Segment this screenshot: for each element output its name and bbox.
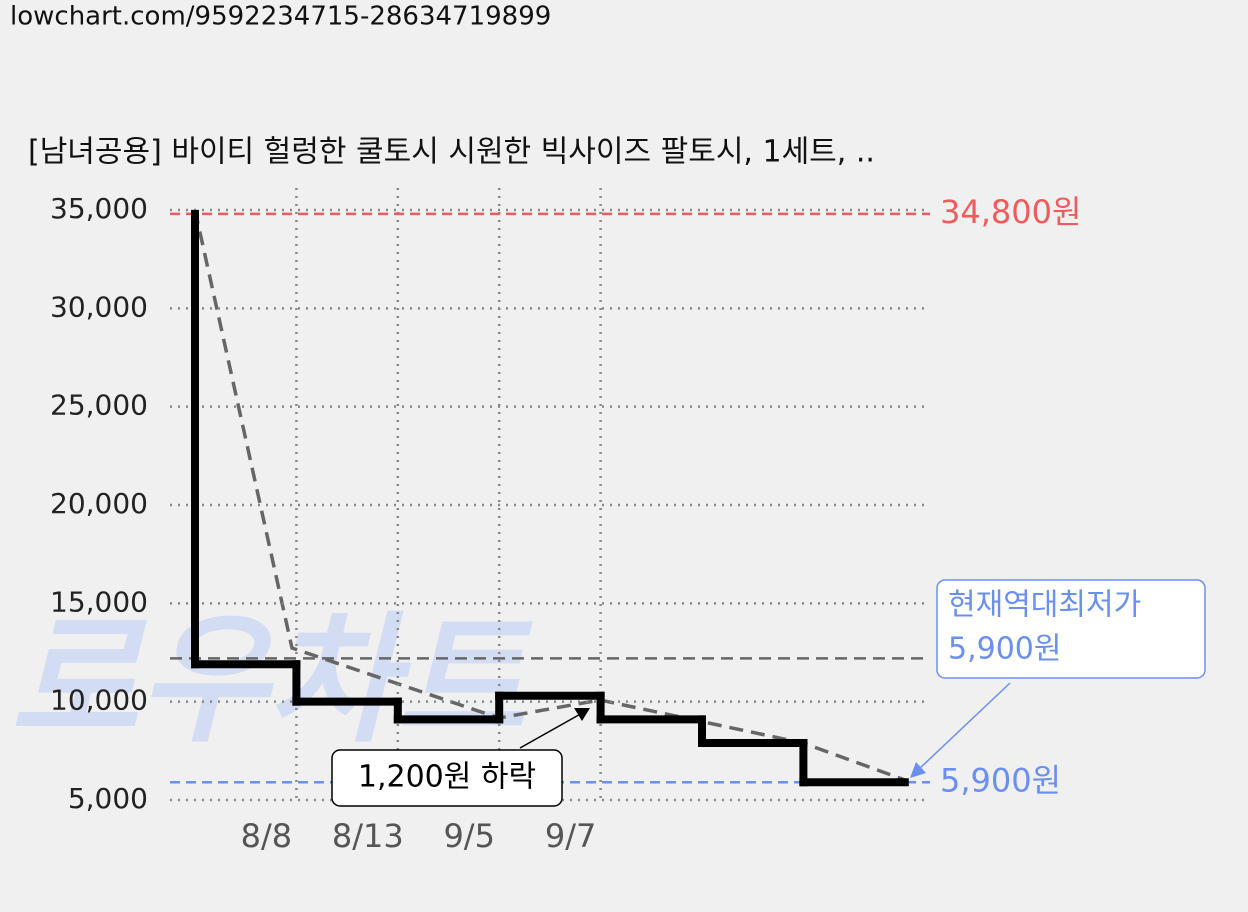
x-tick-label: 8/13 (332, 817, 404, 855)
reference-label: 5,900원 (940, 761, 1061, 799)
x-tick-label: 9/7 (545, 817, 597, 855)
url: lowchart.com/9592234715-28634719899 (10, 2, 551, 32)
reference-label: 34,800원 (940, 193, 1081, 231)
y-tick-label: 25,000 (50, 389, 148, 422)
x-tick-label: 8/8 (241, 817, 293, 855)
y-tick-label: 35,000 (50, 192, 148, 225)
y-tick-label: 30,000 (50, 290, 148, 323)
y-tick-label: 20,000 (50, 487, 148, 520)
arrowhead (574, 708, 590, 721)
y-tick-label: 5,000 (68, 782, 148, 815)
annotation-text: 현재역대최저가 (948, 588, 1141, 623)
watermark: 로우차트 (10, 600, 533, 763)
annotation-arrow (519, 711, 585, 749)
chart-title: [남녀공용] 바이티 헐렁한 쿨토시 시원한 빅사이즈 팔토시, 1세트, .. (28, 135, 875, 170)
y-tick-label: 10,000 (50, 684, 148, 717)
y-tick-label: 15,000 (50, 585, 148, 618)
annotation-box (936, 579, 1206, 679)
x-tick-label: 9/5 (443, 817, 495, 855)
annotation-text: 1,200원 하락 (358, 760, 536, 795)
annotation-box (331, 749, 563, 807)
trend-line (193, 209, 906, 782)
annotation-text: 5,900원 (948, 632, 1061, 667)
arrowhead (910, 762, 926, 778)
annotation-arrow (917, 682, 1011, 771)
